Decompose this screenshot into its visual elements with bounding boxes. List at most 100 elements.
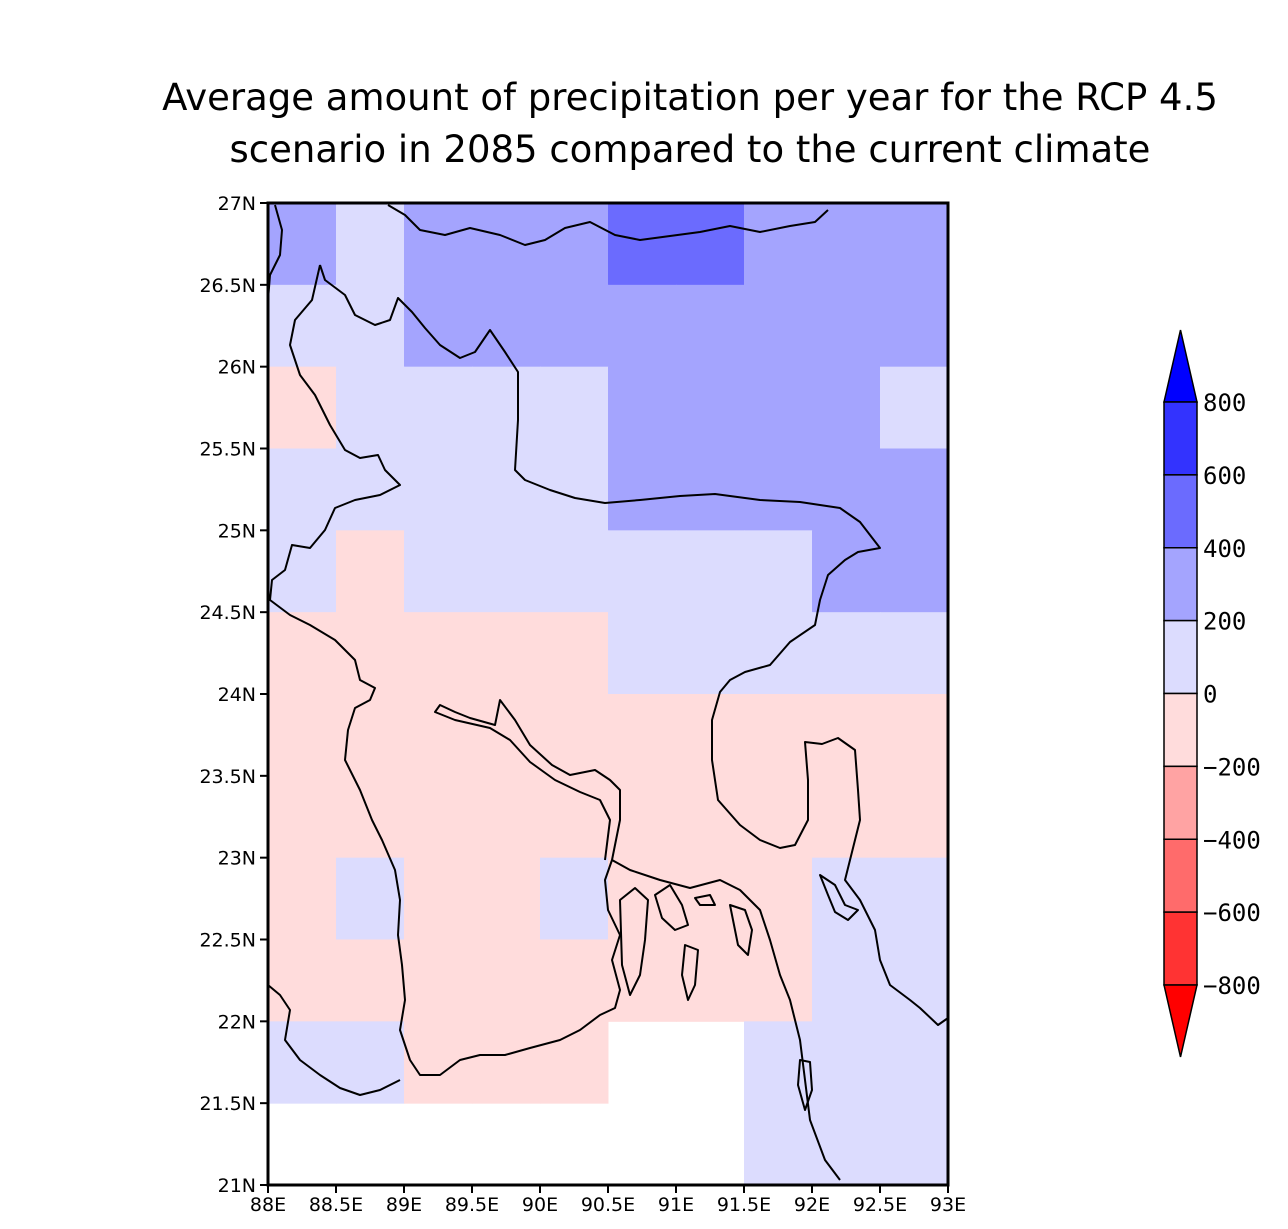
heatmap-cell <box>744 530 813 613</box>
heatmap-cells <box>268 203 949 1186</box>
x-tick-label: 92E <box>794 1194 830 1216</box>
heatmap-cell <box>472 775 541 859</box>
heatmap-cell <box>540 612 609 695</box>
heatmap-cell <box>676 612 745 695</box>
heatmap-cell <box>608 448 677 531</box>
colorbar-segment <box>1163 401 1198 476</box>
colorbar-segment <box>1163 619 1198 695</box>
heatmap-cell <box>268 284 337 368</box>
heatmap-cell <box>812 366 881 449</box>
x-tick-label: 88E <box>250 1194 286 1216</box>
heatmap-cell <box>540 530 609 613</box>
heatmap-cell <box>608 612 677 695</box>
heatmap-cell <box>812 203 881 286</box>
colorbar-arrow-bottom <box>1163 984 1198 1058</box>
heatmap-cell <box>472 530 541 613</box>
heatmap-cell <box>336 203 405 286</box>
heatmap-cell <box>744 1021 813 1104</box>
heatmap-cell <box>472 857 541 940</box>
heatmap-cell <box>744 1103 813 1186</box>
heatmap-cell <box>540 857 609 940</box>
heatmap-cell <box>404 612 473 695</box>
heatmap-cell <box>268 939 337 1022</box>
colorbar-segment <box>1163 911 1198 986</box>
heatmap-cell <box>812 1103 881 1186</box>
chart-title-line-1: Average amount of precipitation per year… <box>162 76 1218 119</box>
colorbar-label: 400 <box>1203 535 1246 563</box>
x-tick-label: 91.5E <box>717 1194 771 1216</box>
heatmap-cell <box>744 366 813 449</box>
heatmap-cell <box>880 939 949 1022</box>
heatmap-cell <box>676 694 745 777</box>
heatmap-cell <box>268 203 337 286</box>
heatmap-cell <box>676 530 745 613</box>
x-tick-label: 88.5E <box>309 1194 363 1216</box>
heatmap-cell <box>880 448 949 531</box>
plot-axes: 88E 88.5E 89E 89.5E 90E 90.5E 91E 91.5E 92E 92.5E… <box>199 193 966 1216</box>
heatmap-cell <box>880 366 949 449</box>
y-tick-label: 21N <box>218 1175 256 1197</box>
heatmap-cell <box>404 284 473 368</box>
heatmap-cell <box>404 530 473 613</box>
heatmap-cell <box>268 366 337 449</box>
heatmap-cell <box>812 939 881 1022</box>
colorbar-segment <box>1163 765 1198 840</box>
heatmap-cell <box>744 775 813 859</box>
heatmap-cell <box>676 203 745 286</box>
heatmap-cell <box>880 203 949 286</box>
heatmap-cell <box>268 448 337 531</box>
heatmap-cell <box>336 857 405 940</box>
colorbar-arrow-top <box>1163 329 1198 403</box>
heatmap-cell <box>608 284 677 368</box>
heatmap-cell <box>268 612 337 695</box>
colorbar-label: 200 <box>1203 608 1246 636</box>
colorbar-legend: 800 600 400 200 0 −200 −400 −600 −800 <box>1163 329 1261 1058</box>
y-tick-label: 22.5N <box>199 930 256 952</box>
heatmap-cell <box>880 530 949 613</box>
chart-title-line-2: scenario in 2085 compared to the current… <box>229 128 1151 171</box>
heatmap-cell <box>268 530 337 613</box>
heatmap-cell <box>404 775 473 859</box>
y-tick-label: 24.5N <box>199 602 256 624</box>
heatmap-cell <box>676 448 745 531</box>
x-tick-label: 90.5E <box>581 1194 635 1216</box>
heatmap-cell <box>880 775 949 859</box>
y-tick-label: 25N <box>218 520 256 542</box>
heatmap-cell <box>812 612 881 695</box>
heatmap-cell <box>608 857 677 940</box>
heatmap-cell <box>812 530 881 613</box>
heatmap-cell <box>744 939 813 1022</box>
heatmap-cell <box>540 366 609 449</box>
heatmap-cell <box>540 694 609 777</box>
heatmap-cell <box>812 857 881 940</box>
y-tick-label: 25.5N <box>199 439 256 461</box>
heatmap-cell <box>268 775 337 859</box>
heatmap-cell <box>812 448 881 531</box>
heatmap-cell <box>744 448 813 531</box>
heatmap-cell <box>880 1103 949 1186</box>
heatmap-cell <box>404 366 473 449</box>
y-tick-label: 26N <box>218 357 256 379</box>
heatmap-cell <box>744 612 813 695</box>
heatmap-cell <box>336 366 405 449</box>
colorbar-label: −800 <box>1203 972 1261 1000</box>
colorbar-segment <box>1163 692 1198 768</box>
heatmap-cell <box>472 694 541 777</box>
heatmap-cell <box>608 694 677 777</box>
colorbar-segment <box>1163 838 1198 913</box>
heatmap-cell <box>540 203 609 286</box>
x-tick-label: 93E <box>930 1194 966 1216</box>
colorbar-segment <box>1163 547 1198 622</box>
heatmap-cell <box>268 857 337 940</box>
heatmap-cell <box>472 939 541 1022</box>
heatmap-cell <box>608 366 677 449</box>
heatmap-cell <box>676 939 745 1022</box>
colorbar-label: 600 <box>1203 462 1246 490</box>
colorbar-label: 800 <box>1203 389 1246 417</box>
heatmap-cell <box>540 284 609 368</box>
y-tick-label: 21.5N <box>199 1093 256 1115</box>
heatmap-cell <box>744 694 813 777</box>
heatmap-cell <box>404 448 473 531</box>
y-tick-label: 22N <box>218 1011 256 1033</box>
